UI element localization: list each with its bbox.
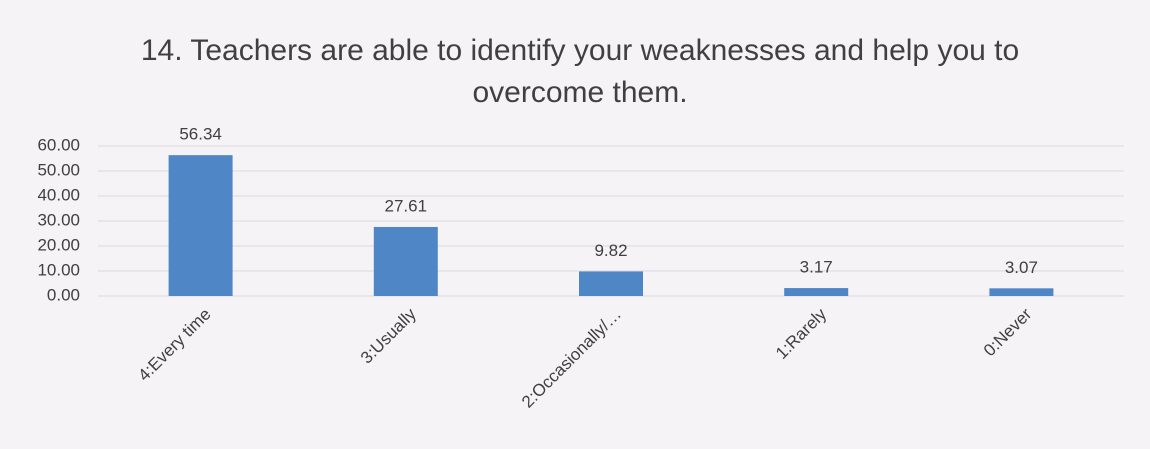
- data-label: 3.17: [800, 258, 833, 277]
- bar: [168, 155, 233, 296]
- bar: [579, 271, 643, 296]
- y-tick-label: 40.00: [37, 185, 80, 204]
- x-tick-label: 2:Occasionally/…: [518, 305, 625, 412]
- x-tick-label: 0:Never: [980, 304, 1036, 360]
- data-label: 56.34: [179, 125, 222, 144]
- y-tick-label: 60.00: [37, 135, 80, 154]
- bar: [373, 226, 438, 296]
- x-tick-label: 1:Rarely: [772, 304, 831, 363]
- y-tick-label: 20.00: [37, 235, 80, 254]
- y-tick-label: 0.00: [47, 285, 80, 304]
- bar: [784, 288, 849, 296]
- y-tick-label: 50.00: [37, 160, 80, 179]
- bar: [989, 288, 1054, 296]
- x-tick-label: 4:Every time: [134, 305, 214, 385]
- data-label: 3.07: [1005, 258, 1038, 277]
- y-tick-label: 30.00: [37, 210, 80, 229]
- data-label: 9.82: [594, 241, 627, 260]
- chart-title: 14. Teachers are able to identify your w…: [140, 34, 1020, 109]
- y-tick-label: 10.00: [37, 260, 80, 279]
- x-tick-label: 3:Usually: [357, 304, 420, 367]
- data-label: 27.61: [385, 196, 428, 215]
